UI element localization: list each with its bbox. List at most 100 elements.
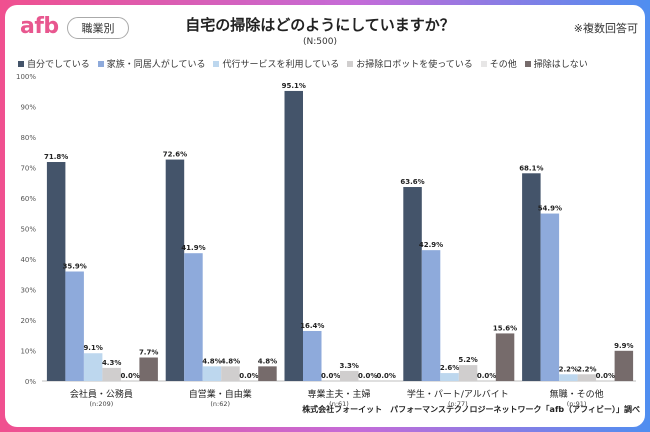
data-label: 54.9% xyxy=(538,205,562,213)
bar xyxy=(495,333,515,381)
data-label: 72.6% xyxy=(163,151,187,159)
data-label: 68.1% xyxy=(519,164,543,172)
legend-swatch xyxy=(524,60,531,67)
bar xyxy=(540,213,560,381)
data-label: 2.2% xyxy=(559,365,578,373)
legend-label: その他 xyxy=(489,60,517,70)
y-tick-label: 60% xyxy=(20,195,36,203)
data-label: 4.8% xyxy=(202,357,221,365)
afb-logo: afb xyxy=(20,14,59,39)
data-label: 42.9% xyxy=(419,241,443,249)
category-badge: 職業別 xyxy=(67,17,129,39)
y-tick-label: 70% xyxy=(20,165,36,173)
legend-swatch xyxy=(213,60,220,67)
bar xyxy=(46,162,66,381)
y-tick-label: 40% xyxy=(20,256,36,264)
data-label: 0.0% xyxy=(477,372,496,380)
data-label: 4.3% xyxy=(102,359,121,367)
legend-item: 掃除はしない xyxy=(524,57,588,70)
legend-label: 代行サービスを利用している xyxy=(222,60,340,70)
bar xyxy=(522,173,541,381)
bar xyxy=(139,357,158,381)
data-label: 0.0% xyxy=(120,372,139,380)
category-label: 自営業・自由業 xyxy=(189,388,252,400)
legend-swatch xyxy=(480,60,487,67)
bar xyxy=(577,374,597,381)
data-label: 3.3% xyxy=(340,362,359,370)
bar xyxy=(65,271,84,381)
category-n-label: (n:209) xyxy=(90,400,114,408)
chart-subtitle: (N:500) xyxy=(303,37,337,47)
legend-label: 家族・同居人がしている xyxy=(106,60,206,70)
data-label: 4.8% xyxy=(258,357,277,365)
legend-item: お掃除ロボットを使っている xyxy=(347,57,473,70)
category-n-label: (n:62) xyxy=(210,400,230,408)
bar xyxy=(102,367,121,381)
y-tick-label: 100% xyxy=(16,73,36,81)
data-label: 4.8% xyxy=(221,357,240,365)
data-label: 0.0% xyxy=(358,372,377,380)
legend-item: 自分でしている xyxy=(18,57,90,70)
category-label: 学生・パート/アルバイト xyxy=(407,388,509,400)
data-label: 5.2% xyxy=(458,356,477,364)
bar xyxy=(340,370,359,381)
data-label: 35.9% xyxy=(63,263,87,271)
bar xyxy=(284,90,303,381)
bar xyxy=(258,366,277,381)
data-label: 0.0% xyxy=(321,372,340,380)
legend-swatch xyxy=(347,60,354,67)
y-tick-label: 10% xyxy=(20,348,36,356)
category-label: 会社員・公務員 xyxy=(70,388,133,400)
bar xyxy=(440,373,459,381)
legend-label: お掃除ロボットを使っている xyxy=(356,60,473,70)
data-label: 15.6% xyxy=(493,324,517,332)
data-label: 9.1% xyxy=(83,344,102,352)
chart-legend: 自分でしている 家族・同居人がしている 代行サービスを利用している お掃除ロボットを使… xyxy=(18,57,588,70)
data-label: 0.0% xyxy=(377,372,396,380)
bar xyxy=(221,366,240,381)
data-label: 2.2% xyxy=(577,365,596,373)
y-tick-label: 50% xyxy=(20,226,36,234)
chart-title: 自宅の掃除はどのようにしていますか？ xyxy=(185,16,455,34)
data-label: 16.4% xyxy=(300,322,324,330)
bar xyxy=(184,253,203,381)
legend-item: 代行サービスを利用している xyxy=(213,57,339,70)
category-n-label: (n:61) xyxy=(329,400,349,408)
y-tick-label: 20% xyxy=(20,317,36,325)
legend-item: その他 xyxy=(480,57,517,70)
category-label: 専業主夫・主婦 xyxy=(307,388,370,400)
bar xyxy=(202,366,222,381)
y-tick-label: 30% xyxy=(20,287,36,295)
data-label: 71.8% xyxy=(44,153,68,161)
data-label: 0.0% xyxy=(239,372,258,380)
bar xyxy=(165,159,185,381)
source-footer: 株式会社フォーイット パフォーマンステクノロジーネットワーク「afb（アフィビー… xyxy=(302,405,640,414)
bar xyxy=(614,350,634,381)
bar xyxy=(303,330,322,381)
bar xyxy=(559,374,578,381)
category-n-label: (n:91) xyxy=(567,400,587,408)
bar xyxy=(403,187,422,381)
bar xyxy=(83,353,103,381)
bar xyxy=(421,250,441,381)
data-label: 0.0% xyxy=(596,372,615,380)
legend-label: 自分でしている xyxy=(27,60,90,70)
bar xyxy=(458,365,478,381)
data-label: 7.7% xyxy=(139,349,158,357)
legend-swatch xyxy=(18,60,24,67)
category-label: 無職・その他 xyxy=(550,388,604,400)
y-tick-label: 0% xyxy=(25,378,36,386)
data-label: 9.9% xyxy=(614,342,633,350)
y-tick-label: 80% xyxy=(20,134,36,142)
data-label: 63.6% xyxy=(400,178,424,186)
category-n-label: (n:77) xyxy=(448,400,468,408)
legend-label: 掃除はしない xyxy=(533,60,588,70)
data-label: 2.6% xyxy=(440,364,459,372)
y-tick-label: 90% xyxy=(20,104,36,112)
legend-swatch xyxy=(97,60,104,67)
data-label: 95.1% xyxy=(282,82,306,90)
multiple-answer-note: ※複数回答可 xyxy=(573,22,638,35)
data-label: 41.9% xyxy=(181,244,205,252)
legend-item: 家族・同居人がしている xyxy=(97,57,206,70)
